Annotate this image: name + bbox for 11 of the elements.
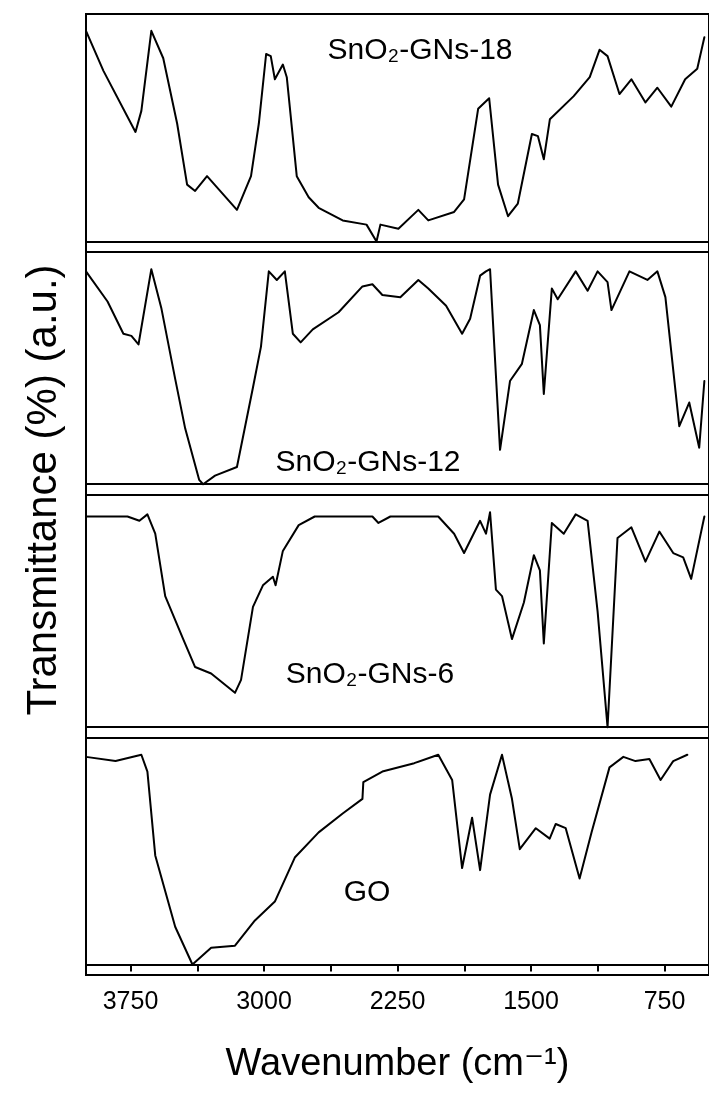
series-label: SnO₂-GNs-18 [327, 31, 513, 65]
series-label: SnO₂-GNs-12 [275, 443, 461, 477]
series-label: SnO₂-GNs-6 [285, 655, 455, 689]
y-axis-title: Transmittance (%) (a.u.) [18, 264, 66, 716]
series-label: GO [343, 873, 391, 907]
x-tick-label: 1500 [503, 985, 559, 1014]
x-tick-label: 750 [643, 985, 686, 1014]
x-tick-label: 3000 [236, 985, 292, 1014]
x-axis-title: Wavenumber (cm⁻¹) [225, 1041, 570, 1083]
x-tick-label: 3750 [102, 985, 159, 1014]
x-tick-label: 2250 [369, 985, 426, 1014]
